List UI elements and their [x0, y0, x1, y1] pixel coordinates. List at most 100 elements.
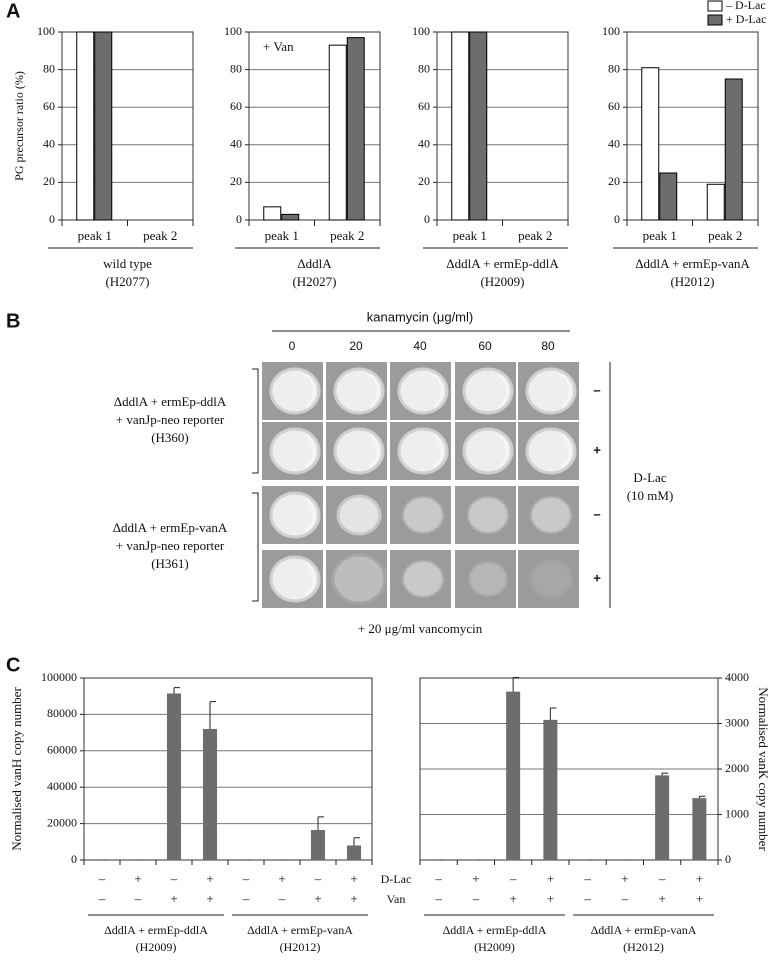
colony: [331, 553, 387, 605]
y-axis-label: Normalised vanH copy number: [9, 687, 24, 851]
y-tick-label: 100000: [41, 670, 77, 684]
colony-rim: [305, 374, 315, 408]
y-tick-label: 60: [418, 99, 430, 113]
plate-title: kanamycin (μg/ml): [367, 309, 473, 324]
strain-code: (H2012): [280, 940, 321, 954]
colony: [269, 491, 321, 539]
bar: [347, 845, 361, 860]
y-tick-label: 0: [725, 852, 731, 866]
y-tick-label: 4000: [725, 670, 749, 684]
bar: [706, 183, 725, 221]
strain-label: + vanJp-neo reporter: [116, 412, 225, 427]
bar: [263, 206, 282, 221]
bar: [451, 31, 470, 221]
bar: [655, 775, 670, 860]
bar: [281, 213, 300, 221]
condition-symbol: –: [434, 871, 442, 886]
y-tick-label: 80: [230, 61, 242, 75]
y-tick-label: 60000: [47, 743, 77, 757]
y-tick-label: 0: [71, 852, 77, 866]
strain-label: ΔddlA: [297, 256, 332, 271]
condition-symbol: –: [242, 891, 250, 906]
condition-symbol: +: [547, 871, 554, 886]
condition-symbol: +: [278, 871, 285, 886]
colony: [529, 495, 573, 535]
error-bar: [317, 816, 324, 830]
x-tick-label: peak 2: [330, 228, 364, 243]
colony-rim: [561, 434, 571, 468]
colony: [269, 555, 321, 603]
y-tick-label: 80: [608, 61, 620, 75]
colony-rim: [433, 434, 443, 468]
colony: [336, 494, 382, 536]
annotation: + Van: [263, 39, 294, 54]
y-tick-label: 20: [418, 174, 430, 188]
y-tick-label: 0: [236, 212, 242, 226]
colony-rim: [369, 374, 379, 408]
condition-symbol: +: [170, 891, 177, 906]
condition-symbol: –: [621, 891, 629, 906]
y-tick-label: 80: [418, 61, 430, 75]
condition-symbol: –: [583, 871, 591, 886]
bar: [543, 719, 558, 860]
y-tick-label: 100: [224, 24, 242, 38]
colony-rim: [433, 374, 443, 408]
legend-swatch: [707, 0, 723, 12]
error-bar: [698, 795, 706, 799]
y-tick-label: 0: [424, 212, 430, 226]
condition-symbol: +: [696, 891, 703, 906]
condition-symbol: +: [350, 871, 357, 886]
condition-symbol: –: [434, 891, 442, 906]
error-bar: [661, 772, 669, 776]
concentration-label: 80: [541, 339, 555, 353]
strain-label: wild type: [103, 256, 152, 271]
bar: [76, 31, 95, 221]
d-lac-sign: +: [593, 570, 601, 585]
bar: [469, 31, 488, 221]
strain-label: ΔddlA + ermEp-ddlA: [104, 923, 208, 937]
condition-symbol: +: [621, 871, 628, 886]
y-tick-label: 100: [602, 24, 620, 38]
colony: [525, 427, 577, 475]
bar: [94, 31, 113, 221]
strain-label: ΔddlA + ermEp-ddlA: [114, 394, 227, 409]
condition-symbol: –: [170, 871, 178, 886]
y-tick-label: 40: [43, 137, 55, 151]
y-tick-label: 100: [37, 24, 55, 38]
condition-symbol: –: [583, 891, 591, 906]
condition-symbol: +: [206, 871, 213, 886]
strain-bracket: [252, 492, 259, 602]
strain-code: (H2027): [292, 274, 336, 289]
colony-rim: [305, 562, 315, 596]
colony-rim: [305, 498, 315, 532]
colony: [269, 367, 321, 415]
colony: [525, 367, 577, 415]
strain-label: ΔddlA + ermEp-vanA: [247, 923, 353, 937]
bar: [346, 37, 365, 221]
condition-symbol: –: [472, 891, 480, 906]
y-tick-label: 20: [43, 174, 55, 188]
colony: [401, 559, 445, 599]
bar: [167, 693, 181, 860]
condition-label: D-Lac: [381, 872, 412, 886]
condition-symbol: –: [509, 871, 517, 886]
colony: [401, 495, 445, 535]
y-tick-label: 100: [412, 24, 430, 38]
y-axis-label: PG precursor ratio (%): [12, 71, 26, 181]
y-tick-label: 0: [49, 212, 55, 226]
strain-code: (H2009): [136, 940, 177, 954]
condition-symbol: –: [98, 891, 106, 906]
strain-label: (H360): [151, 430, 189, 445]
d-lac-sign: –: [593, 382, 600, 397]
strain-code: (H2077): [105, 274, 149, 289]
y-tick-label: 80: [43, 61, 55, 75]
y-tick-label: 40000: [47, 779, 77, 793]
y-tick-label: 20: [230, 174, 242, 188]
strain-label: ΔddlA + ermEp-ddlA: [443, 923, 547, 937]
condition-symbol: –: [242, 871, 250, 886]
x-tick-label: peak 2: [518, 228, 552, 243]
legend-label: + D-Lac: [726, 12, 766, 26]
d-lac-sign: +: [593, 442, 601, 457]
bar: [506, 691, 521, 860]
legend-swatch: [707, 14, 723, 26]
